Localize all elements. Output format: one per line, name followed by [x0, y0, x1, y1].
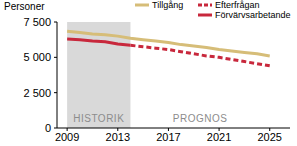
legend-swatch: [135, 4, 149, 7]
series-line: [67, 39, 130, 45]
y-axis-line: [57, 22, 58, 128]
legend-label: Efterfrågan: [215, 0, 260, 10]
y-tick: [54, 57, 57, 58]
legend-label: Förvärvsarbetande: [215, 10, 291, 20]
y-tick: [54, 92, 57, 93]
x-tick-label: 2017: [156, 131, 180, 143]
plot-area: [67, 22, 270, 128]
x-axis-line: [57, 128, 290, 129]
y-tick: [54, 128, 57, 129]
series-line: [67, 31, 270, 56]
x-tick-label: 2021: [207, 131, 231, 143]
x-tick-label: 2013: [106, 131, 130, 143]
x-tick-label: 2009: [55, 131, 79, 143]
legend-swatch: [198, 4, 212, 7]
y-tick: [54, 22, 57, 23]
legend-swatch: [198, 14, 212, 17]
annotation-label: HISTORIK: [73, 113, 124, 124]
y-axis-label: Personer: [4, 1, 45, 12]
y-tick-label: 7 500: [23, 16, 51, 28]
y-tick-label: 5 000: [23, 51, 51, 63]
chart: 0 2 500 5 000 7 500 2009 2013 2017 2021 2025 Pers…: [0, 0, 297, 146]
legend-label: Tillgång: [152, 0, 183, 10]
annotation-label: PROGNOS: [173, 113, 228, 124]
series-line: [130, 45, 269, 65]
x-tick-label: 2025: [257, 131, 281, 143]
y-tick-label: 2 500: [23, 87, 51, 99]
y-tick-label: 0: [45, 122, 51, 134]
